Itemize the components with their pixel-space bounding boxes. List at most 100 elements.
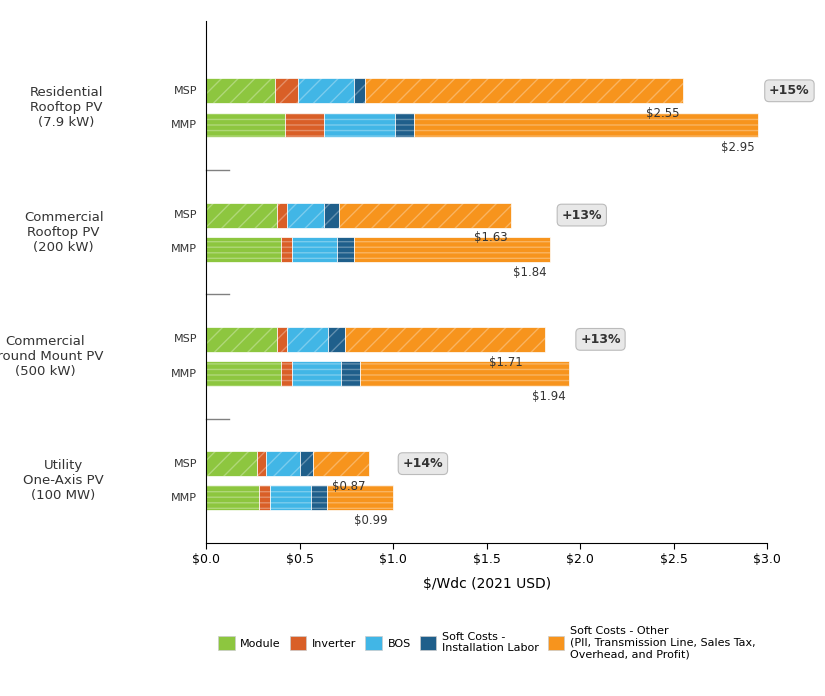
Bar bbox=[354, 79, 365, 103]
Bar bbox=[206, 451, 257, 476]
Bar bbox=[286, 203, 324, 228]
Text: +13%: +13% bbox=[562, 209, 602, 221]
Bar bbox=[206, 203, 277, 228]
Bar bbox=[292, 237, 337, 262]
Bar bbox=[395, 113, 414, 137]
Bar bbox=[337, 237, 354, 262]
Bar bbox=[281, 237, 292, 262]
Bar bbox=[292, 361, 341, 386]
Bar bbox=[292, 361, 341, 386]
Bar bbox=[414, 113, 758, 137]
Bar bbox=[328, 327, 345, 351]
Text: +13%: +13% bbox=[580, 333, 620, 346]
Text: MSP: MSP bbox=[173, 334, 197, 345]
Text: Commercial
Ground Mount PV
(500 kW): Commercial Ground Mount PV (500 kW) bbox=[0, 335, 103, 378]
Bar bbox=[206, 361, 281, 386]
Bar bbox=[298, 79, 354, 103]
Bar bbox=[339, 203, 511, 228]
Text: $1.94: $1.94 bbox=[531, 390, 565, 403]
Bar bbox=[360, 361, 569, 386]
Text: $1.84: $1.84 bbox=[513, 266, 547, 278]
Text: MMP: MMP bbox=[171, 244, 197, 254]
Bar bbox=[285, 113, 324, 137]
Bar bbox=[324, 113, 395, 137]
Bar bbox=[257, 451, 266, 476]
X-axis label: $/Wdc (2021 USD): $/Wdc (2021 USD) bbox=[422, 578, 551, 592]
Bar bbox=[345, 327, 544, 351]
Bar bbox=[285, 113, 324, 137]
Bar bbox=[354, 79, 365, 103]
Bar bbox=[313, 451, 369, 476]
Bar bbox=[299, 451, 313, 476]
Legend: Module, Inverter, BOS, Soft Costs -
Installation Labor, Soft Costs - Other
(PII,: Module, Inverter, BOS, Soft Costs - Inst… bbox=[214, 622, 760, 663]
Bar bbox=[324, 113, 395, 137]
Bar bbox=[206, 361, 281, 386]
Bar bbox=[206, 451, 257, 476]
Bar bbox=[327, 485, 394, 510]
Bar bbox=[365, 79, 683, 103]
Bar bbox=[206, 485, 258, 510]
Bar bbox=[311, 485, 327, 510]
Bar bbox=[276, 79, 298, 103]
Bar bbox=[266, 451, 299, 476]
Bar bbox=[257, 451, 266, 476]
Bar bbox=[281, 361, 292, 386]
Bar bbox=[395, 113, 414, 137]
Text: MMP: MMP bbox=[171, 120, 197, 130]
Bar bbox=[258, 485, 270, 510]
Bar bbox=[206, 237, 281, 262]
Text: MSP: MSP bbox=[173, 86, 197, 96]
Bar bbox=[365, 79, 683, 103]
Bar bbox=[327, 485, 394, 510]
Bar bbox=[286, 327, 328, 351]
Text: MMP: MMP bbox=[171, 493, 197, 503]
Bar bbox=[206, 79, 276, 103]
Bar bbox=[345, 327, 544, 351]
Bar bbox=[206, 237, 281, 262]
Bar bbox=[341, 361, 360, 386]
Bar bbox=[281, 361, 292, 386]
Text: MSP: MSP bbox=[173, 459, 197, 468]
Bar bbox=[341, 361, 360, 386]
Text: $0.87: $0.87 bbox=[332, 480, 365, 493]
Bar bbox=[258, 485, 270, 510]
Bar bbox=[277, 327, 286, 351]
Bar bbox=[354, 237, 550, 262]
Bar bbox=[277, 203, 286, 228]
Text: Utility
One-Axis PV
(100 MW): Utility One-Axis PV (100 MW) bbox=[22, 459, 103, 503]
Bar bbox=[206, 113, 285, 137]
Bar bbox=[339, 203, 511, 228]
Text: Commercial
Rooftop PV
(200 kW): Commercial Rooftop PV (200 kW) bbox=[24, 211, 103, 253]
Text: $0.99: $0.99 bbox=[354, 514, 388, 527]
Bar bbox=[266, 451, 299, 476]
Text: +14%: +14% bbox=[403, 457, 443, 470]
Bar bbox=[206, 113, 285, 137]
Bar bbox=[337, 237, 354, 262]
Bar bbox=[206, 327, 277, 351]
Bar bbox=[206, 327, 277, 351]
Bar bbox=[313, 451, 369, 476]
Bar bbox=[270, 485, 311, 510]
Bar bbox=[206, 79, 276, 103]
Bar bbox=[281, 237, 292, 262]
Bar bbox=[276, 79, 298, 103]
Bar bbox=[292, 237, 337, 262]
Bar bbox=[286, 203, 324, 228]
Text: $1.63: $1.63 bbox=[474, 231, 507, 244]
Bar bbox=[324, 203, 339, 228]
Bar bbox=[206, 203, 277, 228]
Text: $2.55: $2.55 bbox=[646, 107, 679, 120]
Bar bbox=[414, 113, 758, 137]
Bar bbox=[277, 203, 286, 228]
Bar bbox=[328, 327, 345, 351]
Bar bbox=[277, 327, 286, 351]
Text: MSP: MSP bbox=[173, 210, 197, 220]
Bar bbox=[354, 237, 550, 262]
Text: MMP: MMP bbox=[171, 369, 197, 379]
Text: $1.71: $1.71 bbox=[488, 356, 522, 369]
Bar bbox=[324, 203, 339, 228]
Bar bbox=[286, 327, 328, 351]
Bar bbox=[299, 451, 313, 476]
Bar bbox=[206, 485, 258, 510]
Text: $2.95: $2.95 bbox=[720, 141, 754, 155]
